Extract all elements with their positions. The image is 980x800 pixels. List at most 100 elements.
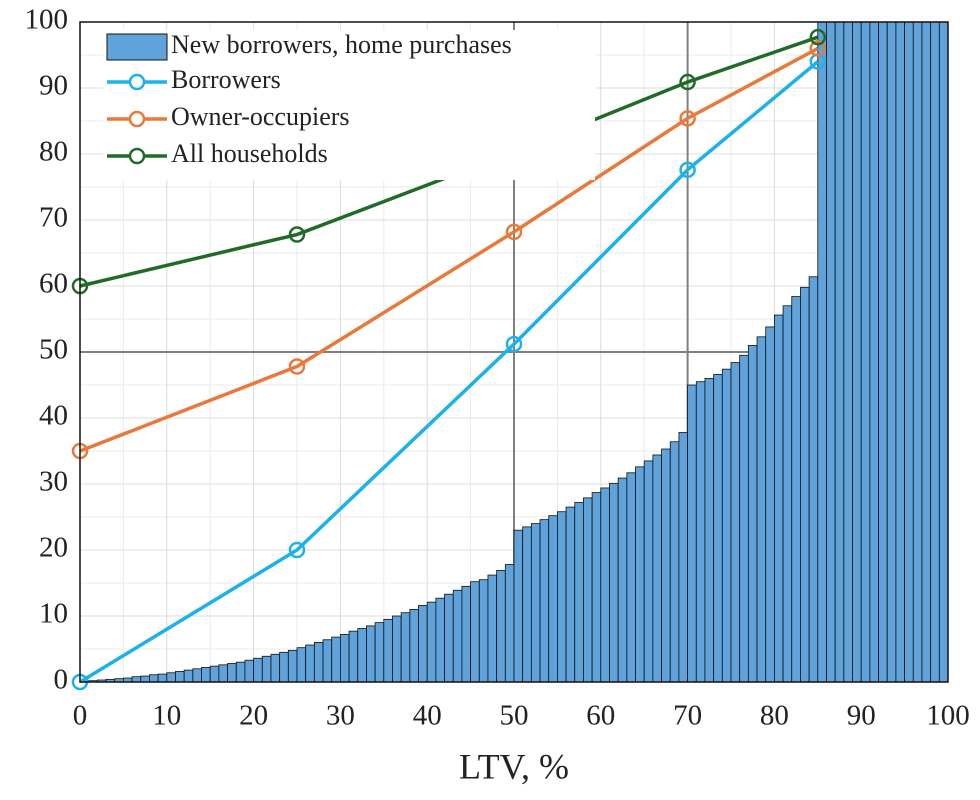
y-tick-label: 20 xyxy=(39,532,68,564)
legend-label: Borrowers xyxy=(171,65,281,94)
bar xyxy=(617,477,628,683)
bar xyxy=(209,665,220,683)
bar xyxy=(583,497,593,683)
series-marker xyxy=(809,40,827,57)
bar xyxy=(661,448,671,683)
bar xyxy=(444,593,454,683)
bar xyxy=(539,519,550,683)
bar xyxy=(721,368,732,683)
y-tick-label: 30 xyxy=(39,466,68,498)
series-marker xyxy=(505,223,523,241)
bar xyxy=(765,326,775,683)
series-line xyxy=(79,60,819,684)
bar xyxy=(557,511,567,683)
y-tick-label: 10 xyxy=(39,598,68,630)
bar xyxy=(201,667,211,683)
bar xyxy=(339,634,350,683)
bar xyxy=(843,21,853,683)
y-tick-label: 80 xyxy=(39,136,68,168)
bar xyxy=(800,286,810,683)
bar xyxy=(487,574,498,683)
x-axis-label: LTV, % xyxy=(459,746,569,786)
bar xyxy=(470,581,480,683)
bar xyxy=(591,492,602,683)
bar xyxy=(530,523,541,683)
bar xyxy=(895,21,905,683)
bar xyxy=(513,529,524,683)
bar xyxy=(652,454,662,683)
bar xyxy=(565,506,576,683)
bar xyxy=(504,564,515,683)
y-tick-label: 50 xyxy=(39,334,68,366)
x-tick-label: 90 xyxy=(847,700,876,732)
series-line xyxy=(79,46,819,453)
bar xyxy=(287,649,298,683)
bar xyxy=(374,622,385,683)
bar xyxy=(253,657,263,683)
bar xyxy=(227,663,237,683)
series-marker xyxy=(679,110,696,127)
bar xyxy=(852,21,862,683)
series-marker xyxy=(288,541,306,559)
bar xyxy=(418,605,428,683)
bar xyxy=(366,625,376,683)
bar xyxy=(669,441,680,683)
bar xyxy=(279,651,289,683)
bar xyxy=(305,644,315,683)
bar xyxy=(739,354,749,683)
bar xyxy=(687,384,697,683)
bar xyxy=(270,653,281,683)
bar xyxy=(392,615,402,683)
series-marker xyxy=(288,358,306,375)
bar xyxy=(747,344,758,683)
bar xyxy=(878,21,888,683)
y-tick-label: 60 xyxy=(39,268,68,300)
bar xyxy=(713,374,723,683)
bar xyxy=(704,377,715,683)
series-marker xyxy=(505,335,523,353)
bar xyxy=(426,601,437,683)
legend-label: All households xyxy=(171,139,328,168)
bar xyxy=(643,460,654,683)
y-tick-label: 0 xyxy=(54,664,69,696)
x-tick-label: 30 xyxy=(326,700,355,732)
x-tick-label: 20 xyxy=(239,700,268,732)
legend-box xyxy=(103,30,595,180)
bar xyxy=(235,661,246,683)
bar xyxy=(626,472,636,683)
bar xyxy=(400,612,411,683)
bar xyxy=(938,21,949,683)
bar xyxy=(192,668,202,683)
y-tick-label: 100 xyxy=(25,4,69,36)
bar xyxy=(296,647,307,683)
bar xyxy=(756,336,767,683)
x-tick-label: 10 xyxy=(152,700,181,732)
bar xyxy=(218,664,228,683)
series-marker xyxy=(679,73,696,91)
bar xyxy=(600,487,610,683)
legend-symbol xyxy=(128,110,146,128)
bar xyxy=(695,381,706,683)
x-tick-label: 50 xyxy=(500,700,529,732)
bar xyxy=(261,655,272,683)
y-tick-label: 40 xyxy=(39,400,68,432)
bar xyxy=(496,570,506,683)
bar xyxy=(791,296,801,683)
series-marker xyxy=(809,28,827,46)
bar xyxy=(322,639,333,683)
bar xyxy=(774,314,784,683)
bar xyxy=(609,482,619,683)
axes-box xyxy=(79,21,949,683)
bar xyxy=(149,674,159,683)
bar xyxy=(808,276,819,683)
bar xyxy=(522,526,532,683)
bar xyxy=(409,609,419,683)
legend-symbol xyxy=(128,147,146,165)
y-tick-label: 90 xyxy=(39,70,68,102)
x-tick-label: 70 xyxy=(673,700,702,732)
bar xyxy=(166,672,176,683)
bar xyxy=(782,305,793,683)
bar xyxy=(157,673,168,683)
bar xyxy=(678,432,688,683)
bar xyxy=(886,21,897,683)
